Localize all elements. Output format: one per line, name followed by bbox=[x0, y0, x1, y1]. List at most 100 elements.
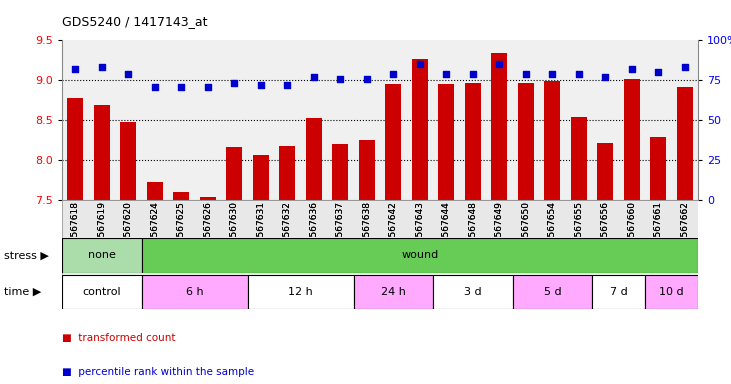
Point bbox=[599, 74, 611, 80]
Bar bbox=[94, 105, 110, 200]
Text: GSM567649: GSM567649 bbox=[495, 202, 504, 256]
Text: GSM567660: GSM567660 bbox=[627, 202, 637, 257]
Text: GSM567620: GSM567620 bbox=[124, 202, 133, 256]
Text: control: control bbox=[83, 287, 121, 297]
Bar bbox=[333, 144, 348, 200]
Text: GSM567624: GSM567624 bbox=[151, 202, 159, 256]
Text: GSM567642: GSM567642 bbox=[389, 202, 398, 256]
Text: GSM567649: GSM567649 bbox=[495, 202, 504, 256]
Text: GSM567654: GSM567654 bbox=[548, 202, 557, 256]
Text: 10 d: 10 d bbox=[659, 287, 684, 297]
Text: GSM567631: GSM567631 bbox=[257, 202, 265, 257]
Text: GSM567662: GSM567662 bbox=[681, 202, 689, 256]
Point bbox=[626, 66, 637, 72]
Text: GSM567638: GSM567638 bbox=[363, 202, 371, 257]
Text: GSM567637: GSM567637 bbox=[336, 202, 345, 257]
Text: GSM567636: GSM567636 bbox=[309, 202, 319, 257]
Text: 3 d: 3 d bbox=[464, 287, 482, 297]
Bar bbox=[651, 137, 667, 200]
Point bbox=[123, 71, 135, 77]
Bar bbox=[491, 53, 507, 200]
Text: GSM567620: GSM567620 bbox=[124, 202, 133, 256]
Bar bbox=[67, 98, 83, 200]
Point bbox=[414, 61, 425, 67]
Text: GSM567650: GSM567650 bbox=[521, 202, 531, 257]
Bar bbox=[62, 238, 142, 273]
Text: 24 h: 24 h bbox=[381, 287, 406, 297]
Text: GSM567644: GSM567644 bbox=[442, 202, 451, 256]
Text: GSM567632: GSM567632 bbox=[283, 202, 292, 256]
Point bbox=[573, 71, 585, 77]
Text: wound: wound bbox=[401, 250, 439, 260]
Bar bbox=[142, 275, 248, 309]
Bar bbox=[385, 84, 401, 200]
Text: GSM567631: GSM567631 bbox=[257, 202, 265, 257]
Point bbox=[387, 71, 399, 77]
Text: GSM567642: GSM567642 bbox=[389, 202, 398, 256]
Text: stress ▶: stress ▶ bbox=[4, 250, 48, 260]
Text: GSM567650: GSM567650 bbox=[521, 202, 531, 257]
Text: GSM567626: GSM567626 bbox=[203, 202, 213, 256]
Text: GSM567625: GSM567625 bbox=[177, 202, 186, 256]
Point bbox=[149, 83, 161, 89]
Point bbox=[441, 71, 452, 77]
Text: GSM567626: GSM567626 bbox=[203, 202, 213, 256]
Text: GSM567661: GSM567661 bbox=[654, 202, 663, 257]
Point bbox=[202, 83, 213, 89]
Text: ■  transformed count: ■ transformed count bbox=[62, 333, 175, 343]
Text: 12 h: 12 h bbox=[288, 287, 313, 297]
Bar bbox=[624, 79, 640, 200]
Point bbox=[361, 76, 373, 82]
Text: ■  percentile rank within the sample: ■ percentile rank within the sample bbox=[62, 367, 254, 377]
Point bbox=[653, 69, 664, 75]
Bar bbox=[571, 117, 587, 200]
Bar bbox=[121, 122, 136, 200]
Text: GSM567656: GSM567656 bbox=[601, 202, 610, 257]
Text: GDS5240 / 1417143_at: GDS5240 / 1417143_at bbox=[62, 15, 208, 28]
Text: GSM567655: GSM567655 bbox=[575, 202, 583, 257]
Bar bbox=[279, 146, 295, 200]
Point bbox=[467, 71, 479, 77]
Bar bbox=[439, 84, 454, 200]
Bar bbox=[545, 81, 561, 200]
Point bbox=[69, 66, 81, 72]
Text: GSM567624: GSM567624 bbox=[151, 202, 159, 256]
Text: 7 d: 7 d bbox=[610, 287, 627, 297]
Point bbox=[493, 61, 505, 67]
Bar bbox=[677, 86, 693, 200]
Text: GSM567625: GSM567625 bbox=[177, 202, 186, 256]
Text: GSM567661: GSM567661 bbox=[654, 202, 663, 257]
Bar bbox=[173, 192, 189, 200]
Point bbox=[335, 76, 346, 82]
Point bbox=[229, 80, 240, 86]
Bar bbox=[512, 275, 592, 309]
Point bbox=[679, 65, 691, 71]
Bar bbox=[306, 118, 322, 200]
Text: none: none bbox=[88, 250, 115, 260]
Bar bbox=[354, 275, 433, 309]
Text: GSM567630: GSM567630 bbox=[230, 202, 239, 257]
Bar bbox=[645, 275, 698, 309]
Bar bbox=[465, 83, 481, 200]
Point bbox=[281, 82, 293, 88]
Text: GSM567655: GSM567655 bbox=[575, 202, 583, 257]
Bar bbox=[142, 238, 698, 273]
Bar bbox=[518, 83, 534, 200]
Text: GSM567648: GSM567648 bbox=[469, 202, 477, 256]
Text: GSM567632: GSM567632 bbox=[283, 202, 292, 256]
Text: GSM567644: GSM567644 bbox=[442, 202, 451, 256]
Text: GSM567662: GSM567662 bbox=[681, 202, 689, 256]
Text: GSM567636: GSM567636 bbox=[309, 202, 319, 257]
Text: 6 h: 6 h bbox=[186, 287, 203, 297]
Point bbox=[175, 83, 187, 89]
Point bbox=[96, 65, 107, 71]
Text: GSM567618: GSM567618 bbox=[71, 202, 80, 257]
Text: GSM567654: GSM567654 bbox=[548, 202, 557, 256]
Point bbox=[255, 82, 267, 88]
Bar bbox=[248, 275, 354, 309]
Text: GSM567637: GSM567637 bbox=[336, 202, 345, 257]
Point bbox=[547, 71, 558, 77]
Text: GSM567630: GSM567630 bbox=[230, 202, 239, 257]
Point bbox=[520, 71, 531, 77]
Text: 5 d: 5 d bbox=[544, 287, 561, 297]
